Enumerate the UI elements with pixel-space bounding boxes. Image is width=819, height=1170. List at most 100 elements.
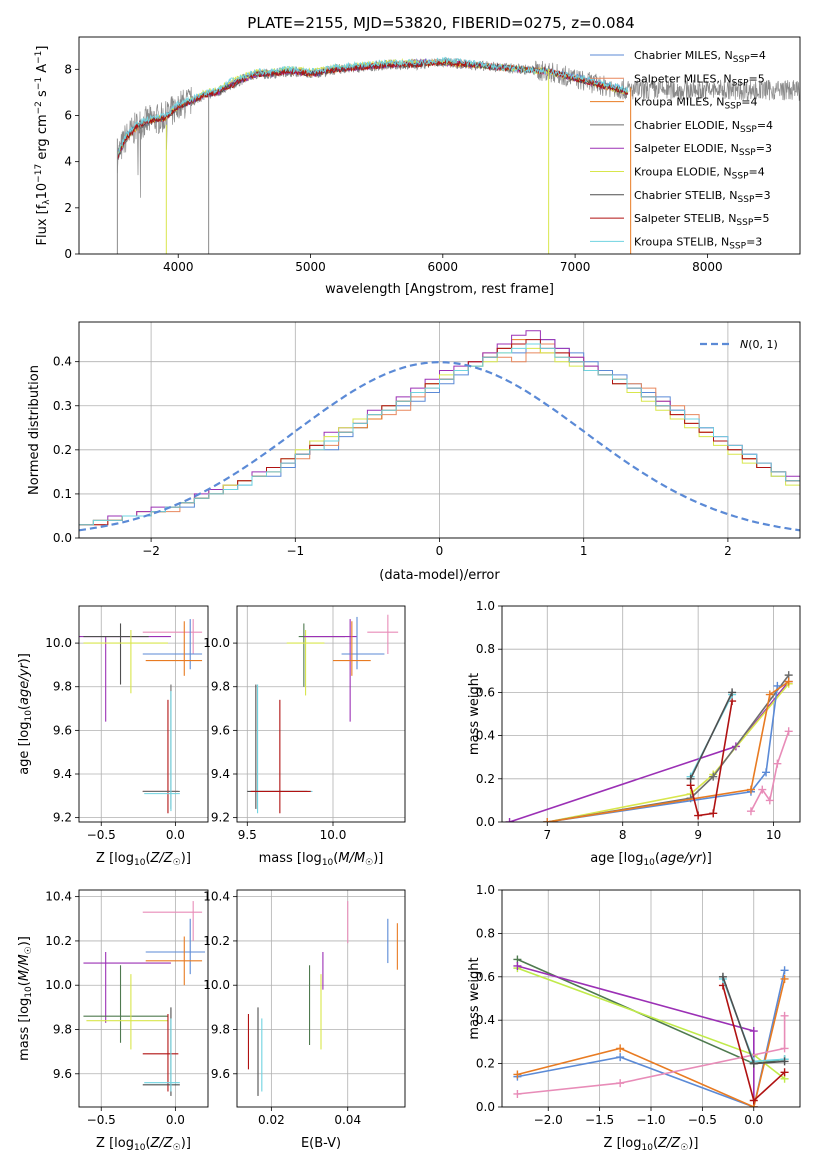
y-tick-label: 9.4	[211, 767, 230, 781]
legend-entry: Chabrier MILES, NSSP=4	[634, 49, 766, 65]
y-tick-label: 1.0	[476, 883, 495, 897]
weight-marker	[616, 1079, 625, 1088]
weight-line	[547, 680, 790, 822]
weight-marker	[513, 961, 522, 970]
label-span: Salpeter MILES, N	[634, 72, 732, 85]
weight-marker	[749, 1059, 758, 1068]
y-tick-label: 9.2	[211, 811, 230, 825]
label-span: Flux [f	[35, 204, 50, 245]
weight-marker	[780, 1044, 789, 1053]
label-span: (0, 1)	[748, 338, 778, 351]
label-span: age/yr	[17, 662, 32, 705]
label-span: (	[145, 1136, 150, 1151]
label-span: ☉	[173, 1143, 181, 1153]
label-span: 10	[134, 1143, 146, 1153]
legend-entry: Chabrier STELIB, NSSP=3	[634, 189, 771, 205]
plot-area	[502, 890, 800, 1107]
y-tick-label: 9.6	[53, 1067, 72, 1081]
label-span: =4	[741, 96, 757, 109]
weight-marker	[784, 727, 793, 736]
label-span: SSP	[736, 218, 753, 228]
panel-residuals: −2 −1 0 1 2 0.0 0.1 0.2 0.3 0.4 (data-model)/error…	[27, 321, 801, 583]
x-tick-label: −1.0	[636, 1113, 665, 1127]
weight-marker	[780, 974, 789, 983]
x-tick-label: 0	[436, 544, 444, 558]
[object SVGGElement]: Flux [fλ10−17 erg cm−2 s−1 A−1]	[34, 46, 52, 246]
label-span: SSP	[732, 172, 749, 182]
weight-line	[517, 978, 786, 1107]
weight-marker	[513, 1089, 522, 1098]
axes-frame	[501, 889, 801, 1108]
label-span: =4	[757, 119, 773, 132]
label-span: ☉	[365, 858, 373, 868]
label-span: SSP	[739, 148, 756, 158]
y-tick-label: 10.0	[203, 636, 230, 650]
y-tick-label: 0.4	[476, 729, 495, 743]
y-tick-label: 10.0	[45, 636, 72, 650]
weight-marker	[746, 807, 755, 816]
label-span: M/M	[17, 954, 32, 981]
y-tick-label: 0.2	[53, 443, 72, 457]
label-span: ☉	[24, 946, 34, 954]
y-tick-label: 9.8	[53, 1023, 72, 1037]
weight-marker	[694, 811, 703, 820]
axes-frame	[501, 605, 801, 823]
x-axis-label: mass [log10(M/M☉)]	[259, 851, 384, 868]
weight-line	[517, 965, 755, 1107]
y-tick-label: 0.0	[476, 1100, 495, 1114]
label-span: )]	[688, 1136, 698, 1151]
axes-frame	[78, 321, 801, 539]
label-span: M/M	[338, 851, 365, 866]
label-span: Z [log	[604, 1136, 642, 1151]
plot-area	[79, 890, 208, 1107]
label-span: age/yr	[660, 851, 703, 866]
axes-frame	[78, 889, 209, 1108]
label-span: Chabrier MILES, N	[634, 49, 733, 62]
y-tick-label: 0.1	[53, 487, 72, 501]
x-tick-label: 6000	[428, 260, 459, 274]
weight-marker	[709, 772, 718, 781]
label-span: Kroupa MILES, N	[634, 96, 724, 109]
x-tick-label: −1	[286, 544, 304, 558]
y-tick-label: 0.0	[53, 531, 72, 545]
x-tick-label: −2	[142, 544, 160, 558]
label-span: SSP	[738, 195, 755, 205]
y-tick-label: 9.6	[211, 723, 230, 737]
plot-area	[237, 890, 405, 1107]
label-span: =4	[750, 49, 766, 62]
legend-entry: N(0, 1)	[740, 338, 778, 351]
label-span: −1	[34, 77, 44, 90]
label-span: )]	[702, 851, 712, 866]
label-span: N	[740, 338, 748, 351]
label-span: 10	[134, 858, 146, 868]
label-span: =5	[753, 212, 769, 225]
legend-entry: Kroupa STELIB, NSSP=3	[634, 235, 762, 251]
x-tick-label: −0.5	[87, 828, 116, 842]
y-tick-label: 0.4	[476, 1013, 495, 1027]
x-tick-label: 5000	[295, 260, 326, 274]
x-tick-label: 0.0	[744, 1113, 763, 1127]
x-tick-label: 0.0	[166, 1113, 185, 1127]
weight-marker	[765, 796, 774, 805]
weight-marker	[765, 690, 774, 699]
weight-marker	[780, 966, 789, 975]
legend-entry: Kroupa ELODIE, NSSP=4	[634, 166, 765, 182]
label-span: =3	[754, 189, 770, 202]
y-tick-label: 0	[64, 247, 72, 261]
x-tick-label: −2.0	[534, 1113, 563, 1127]
y-tick-label: 9.4	[53, 767, 72, 781]
weight-marker	[543, 818, 552, 822]
y-tick-label: 0.4	[53, 355, 72, 369]
plot-area	[79, 606, 208, 822]
x-tick-label: 7000	[560, 260, 591, 274]
x-axis-label: E(B-V)	[301, 1136, 341, 1151]
label-span: λ	[42, 199, 52, 205]
label-span: ☉	[173, 858, 181, 868]
label-span: (	[655, 851, 660, 866]
panel-age-vs-z: −0.5 0.09.29.49.69.810.0Z [log10(Z/Z☉)]ag…	[17, 605, 209, 868]
weight-line	[547, 685, 779, 822]
label-span: ]	[35, 46, 50, 51]
label-span: Z/Z	[150, 851, 174, 866]
